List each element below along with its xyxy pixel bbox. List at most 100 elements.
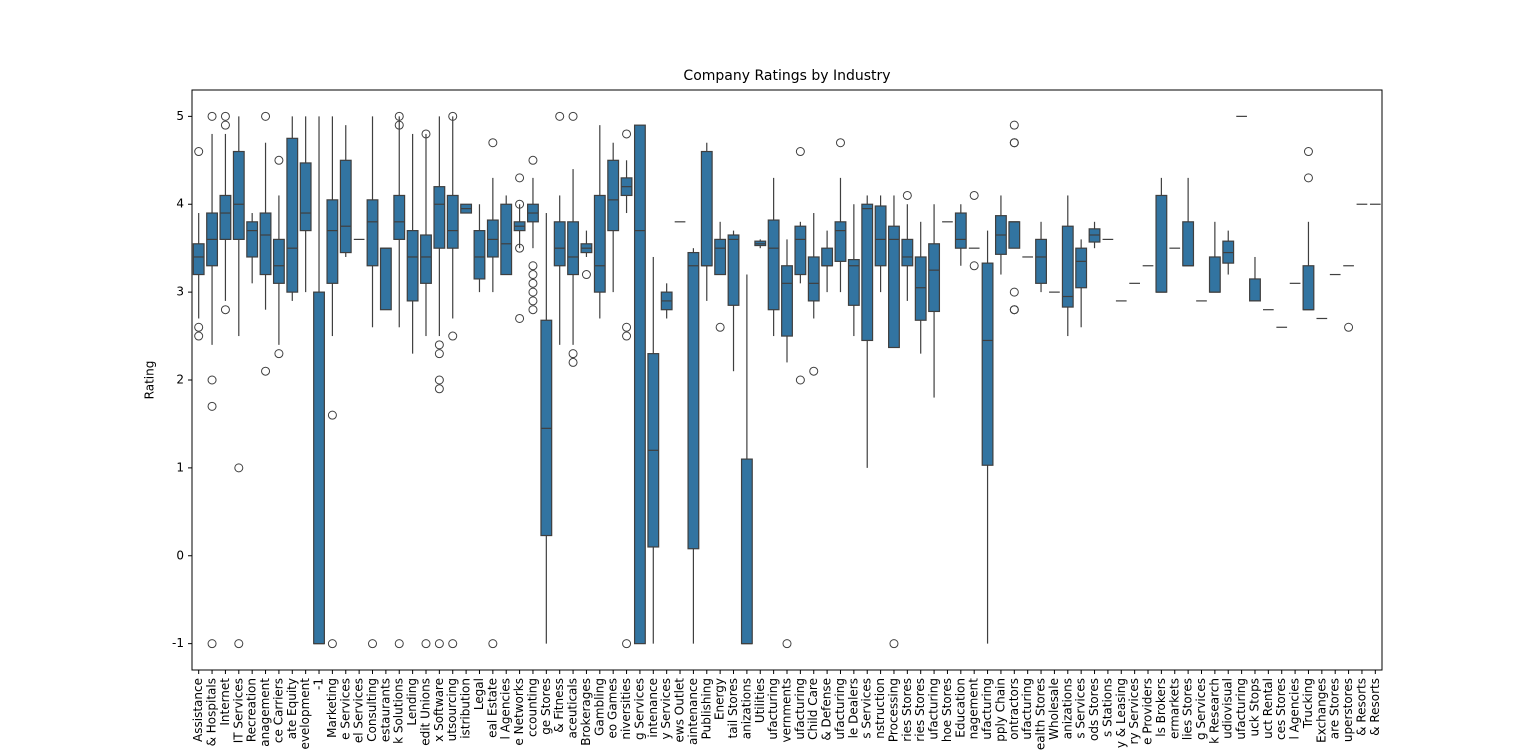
x-tick-label: Lending [405, 678, 419, 726]
x-tick-label: ufacturing [1020, 678, 1034, 740]
x-tick-label: & Resorts [1368, 678, 1382, 736]
outlier [528, 305, 538, 315]
x-tick-label: x Software [432, 678, 446, 742]
x-tick-label: -1 [312, 678, 326, 690]
box [1008, 221, 1021, 249]
x-tick-label: y Services [659, 678, 673, 740]
outlier [568, 349, 578, 359]
x-tick-label: ufacturing [793, 678, 807, 740]
box [1302, 265, 1315, 311]
x-tick-label: Internet [218, 678, 232, 726]
x-tick-label: Child Care [806, 678, 820, 740]
box [433, 186, 446, 249]
x-tick-label: are Stores [1328, 678, 1342, 739]
outlier [327, 639, 337, 649]
x-tick-label: vernments [780, 678, 794, 742]
y-tick-label: 2 [176, 373, 184, 387]
outlier [528, 278, 538, 288]
box [1208, 256, 1221, 293]
x-tick-label: & Hospitals [205, 678, 219, 746]
y-axis-label: Rating [143, 361, 157, 400]
outlier [528, 270, 538, 280]
box [192, 243, 205, 276]
outlier [528, 296, 538, 306]
box [981, 262, 994, 466]
outlier [515, 199, 525, 209]
x-tick-label: Exchanges [1314, 678, 1328, 743]
x-tick-label: utsourcing [445, 678, 459, 741]
box [339, 159, 352, 254]
box [847, 259, 860, 306]
x-tick-label: ls Brokers [1154, 678, 1168, 737]
x-tick-label: ermarkets [1167, 678, 1181, 739]
x-tick-label: Wholesale [1047, 678, 1061, 740]
box [406, 230, 419, 302]
outlier [207, 375, 217, 385]
outlier [488, 639, 498, 649]
x-tick-label: ufacturing [766, 678, 780, 740]
x-tick-label: Consulting [365, 678, 379, 742]
outlier [528, 287, 538, 297]
box [901, 238, 914, 267]
x-tick-label: nstruction [873, 678, 887, 739]
outlier [622, 331, 632, 341]
box [888, 225, 900, 349]
box [1075, 247, 1088, 289]
outlier [220, 120, 230, 130]
x-tick-label: ufacturing [980, 678, 994, 740]
x-tick-label: e Providers [1141, 678, 1155, 745]
outlier [715, 322, 725, 332]
outlier [515, 313, 525, 323]
outlier [1303, 173, 1313, 183]
box [567, 221, 580, 276]
x-tick-label: Marketing [325, 678, 339, 738]
outlier [220, 305, 230, 315]
box [259, 212, 272, 276]
x-tick-label: udiovisual [1221, 678, 1235, 739]
x-tick-label: Assistance [191, 678, 205, 742]
x-tick-label: edit Unions [418, 678, 432, 746]
outlier [515, 243, 525, 253]
box [767, 219, 780, 311]
box [446, 194, 459, 249]
plot-area: -1 0 1 2 3 4 5 Assistance & Hospitals Internet IT … [172, 109, 1382, 750]
outlier [434, 375, 444, 385]
x-tick-label: estaurants [378, 678, 392, 742]
box [272, 238, 285, 284]
outlier [1009, 287, 1019, 297]
x-tick-label: el Services [352, 678, 366, 743]
chart-title: Company Ratings by Industry [683, 68, 890, 84]
x-tick-label: l Agencies [1288, 678, 1302, 740]
x-tick-label: k Research [1207, 678, 1221, 744]
x-tick-label: niversities [619, 678, 633, 740]
outlier [234, 639, 244, 649]
y-tick-label: 4 [176, 197, 184, 211]
outlier [568, 357, 578, 367]
x-tick-label: ccounting [525, 678, 539, 737]
x-tick-label: ufacturing [1234, 678, 1248, 740]
outlier [448, 111, 458, 121]
outlier [194, 322, 204, 332]
outlier [434, 340, 444, 350]
x-tick-label: & Defense [820, 678, 834, 741]
box [420, 234, 432, 284]
x-tick-label: pply Chain [993, 678, 1007, 742]
x-tick-label: le Dealers [846, 678, 860, 738]
box [1182, 221, 1195, 267]
box [393, 194, 406, 240]
outlier [194, 147, 204, 157]
outlier [969, 261, 979, 271]
x-tick-label: eal Estate [485, 678, 499, 738]
box [861, 203, 874, 342]
outlier [434, 349, 444, 359]
x-tick-label: e Services [338, 678, 352, 740]
x-tick-label: Utilities [753, 678, 767, 723]
outlier [207, 401, 217, 411]
outlier [795, 375, 805, 385]
outlier [261, 111, 271, 121]
outlier [421, 129, 431, 139]
x-tick-label: uct Rental [1261, 678, 1275, 739]
x-tick-label: nagement [967, 678, 981, 740]
x-tick-label: s Stations [1100, 678, 1114, 737]
box [794, 225, 807, 276]
